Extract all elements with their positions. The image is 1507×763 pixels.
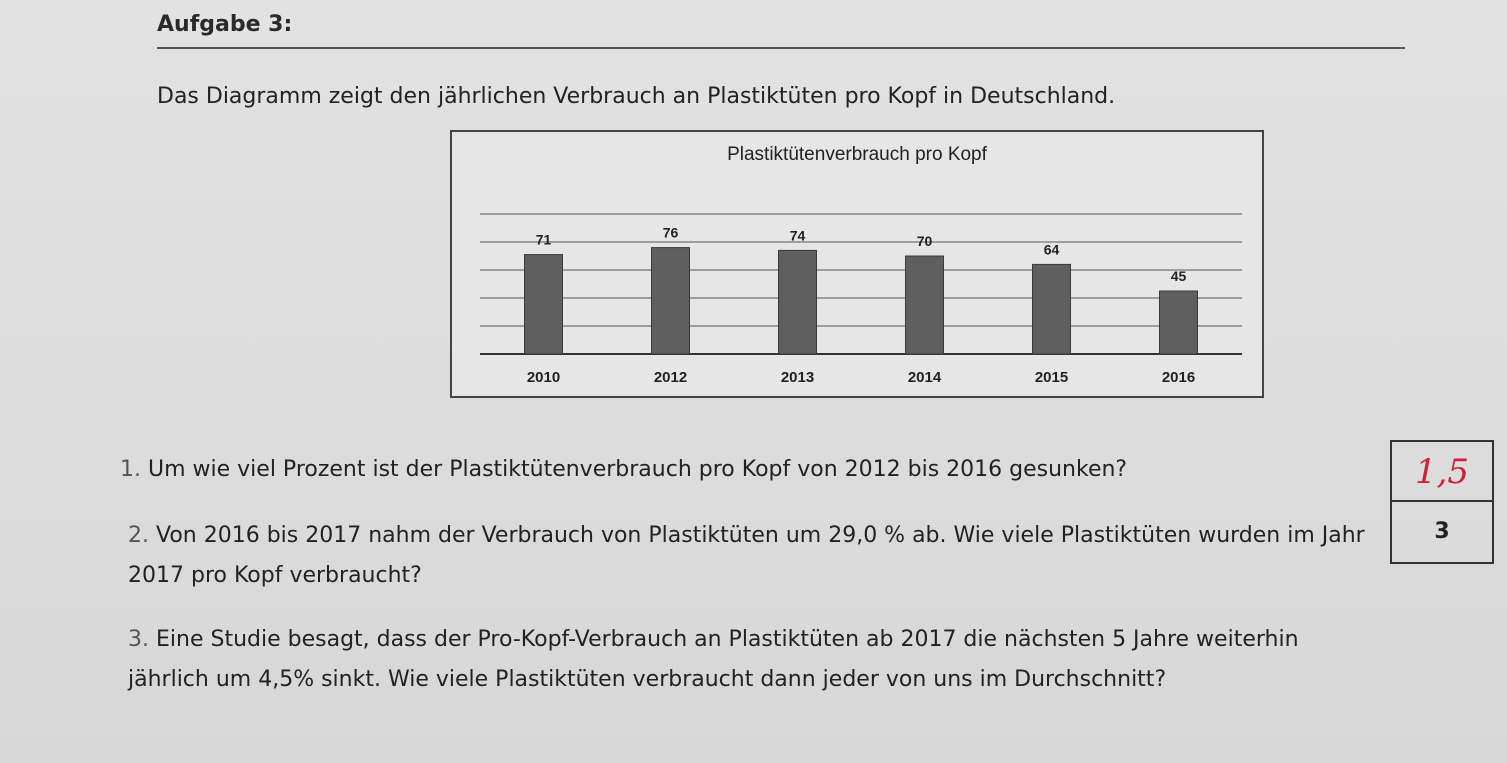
handwritten-score: 1,5 bbox=[1392, 442, 1492, 502]
x-tick-label-2014: 2014 bbox=[908, 369, 942, 386]
bar-chart: Plastiktütenverbrauch pro Kopf 71 2010 76 2… bbox=[450, 130, 1264, 398]
x-tick-label-2013: 2013 bbox=[781, 369, 814, 386]
bar-2013 bbox=[778, 249, 817, 355]
x-tick-label-2015: 2015 bbox=[1035, 369, 1068, 386]
question-1-number: 1. bbox=[120, 457, 141, 482]
data-label-2015: 64 bbox=[1044, 241, 1060, 257]
heading-divider bbox=[157, 47, 1405, 49]
data-label-2010: 71 bbox=[536, 232, 552, 248]
bar-2010 bbox=[524, 254, 563, 355]
data-label-2013: 74 bbox=[790, 227, 806, 243]
x-tick-label-2010: 2010 bbox=[527, 369, 560, 386]
question-2-text: Von 2016 bis 2017 nahm der Verbrauch von… bbox=[128, 523, 1365, 588]
chart-canvas: 71 2010 76 2012 74 2013 70 2014 64 2015 45 2016 bbox=[480, 213, 1242, 386]
question-3-number: 3. bbox=[128, 627, 149, 652]
x-tick-label-2012: 2012 bbox=[654, 369, 687, 386]
question-3: 3. Eine Studie besagt, dass der Pro-Kopf… bbox=[128, 620, 1378, 700]
question-3-text: Eine Studie besagt, dass der Pro-Kopf-Ve… bbox=[128, 627, 1299, 692]
question-2-number: 2. bbox=[128, 523, 149, 548]
question-1: 1. Um wie viel Prozent ist der Plastiktü… bbox=[120, 450, 1380, 490]
data-label-2012: 76 bbox=[663, 225, 679, 241]
bar-2014 bbox=[905, 255, 944, 355]
task-heading: Aufgabe 3: bbox=[157, 12, 293, 37]
x-tick-label-2016: 2016 bbox=[1162, 369, 1195, 386]
bar-2012 bbox=[651, 247, 690, 355]
intro-text: Das Diagramm zeigt den jährlichen Verbra… bbox=[157, 84, 1116, 109]
bar-2015 bbox=[1032, 263, 1071, 355]
question-2: 2. Von 2016 bis 2017 nahm der Verbrauch … bbox=[128, 516, 1378, 596]
data-label-2016: 45 bbox=[1171, 268, 1187, 284]
data-label-2014: 70 bbox=[917, 233, 933, 249]
bar-2016 bbox=[1159, 290, 1198, 355]
max-points: 3 bbox=[1434, 519, 1450, 544]
question-1-text: Um wie viel Prozent ist der Plastiktüten… bbox=[148, 457, 1128, 482]
points-box: 1,5 3 bbox=[1390, 440, 1494, 564]
chart-title: Plastiktütenverbrauch pro Kopf bbox=[727, 144, 987, 165]
